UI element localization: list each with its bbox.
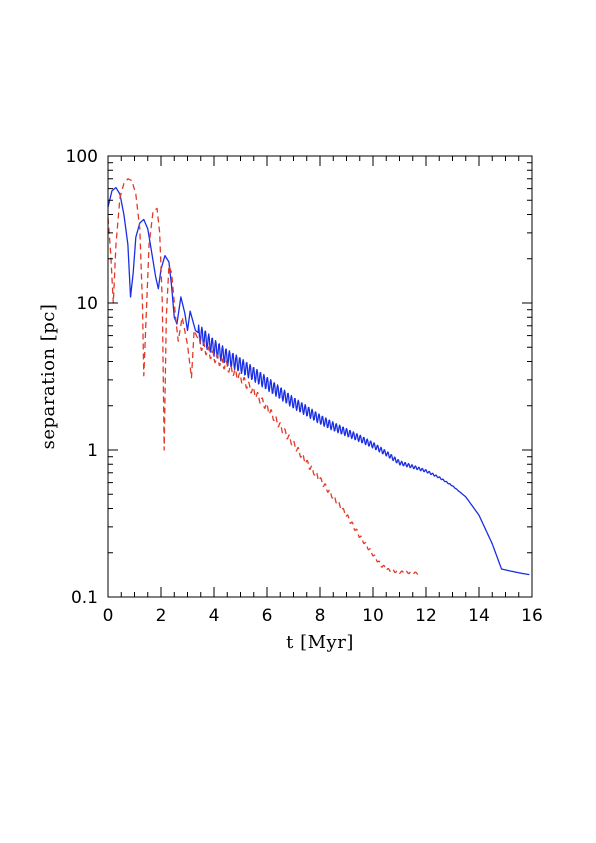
y-axis-label: separation [pc]	[38, 304, 59, 450]
y-tick-label: 100	[66, 147, 98, 167]
plot-frame	[107, 155, 533, 598]
series-layer	[107, 178, 530, 576]
x-axis-label: t [Myr]	[286, 632, 354, 653]
y-tick-label: 1	[87, 441, 98, 461]
x-tick-label: 16	[521, 606, 543, 626]
y-tick-label: 10	[76, 294, 98, 314]
series-line-2	[107, 178, 420, 575]
x-tick-label: 2	[156, 606, 167, 626]
x-tick-label: 0	[103, 606, 114, 626]
series-line-1	[107, 186, 530, 576]
y-tick-label: 0.1	[71, 588, 98, 608]
axes-layer: 0 2 4 6 8 10 12 14 16 0.1 1 10 100	[66, 147, 543, 626]
x-tick-label: 8	[315, 606, 326, 626]
x-tick-label: 10	[362, 606, 384, 626]
x-tick-label: 12	[415, 606, 437, 626]
x-tick-label: 14	[468, 606, 490, 626]
labels-layer: t [Myr] separation [pc]	[38, 304, 354, 653]
x-tick-label: 4	[209, 606, 220, 626]
x-tick-label: 6	[262, 606, 273, 626]
